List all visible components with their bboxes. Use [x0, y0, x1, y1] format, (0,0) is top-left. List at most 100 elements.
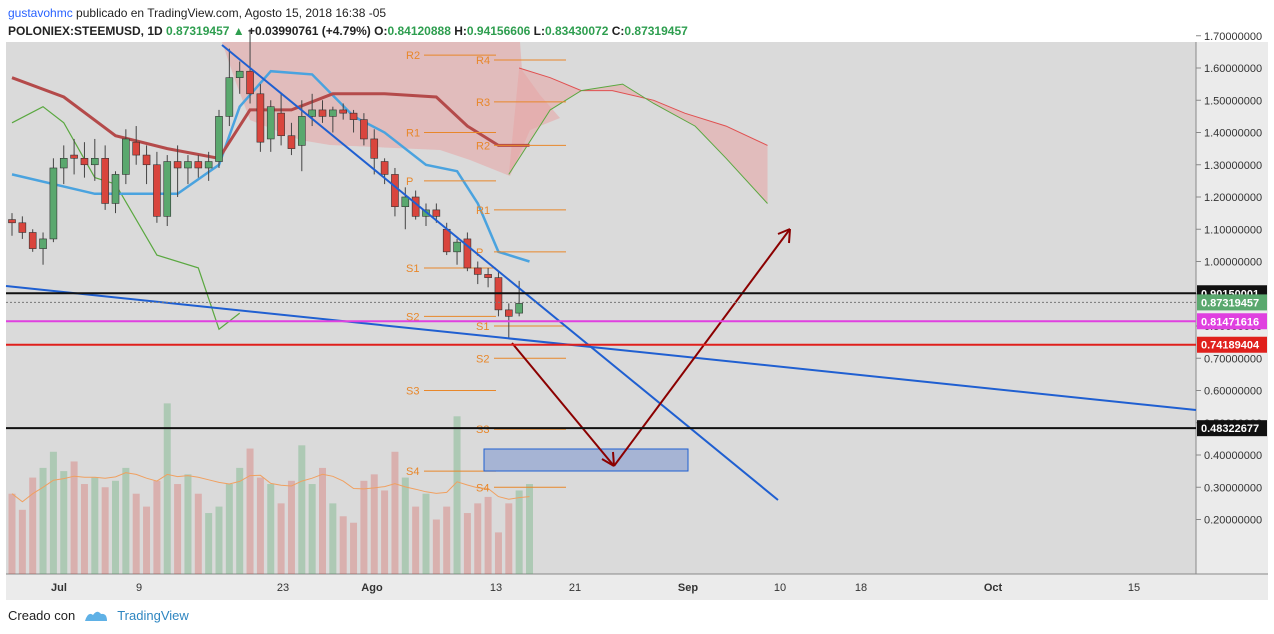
volume-bar	[360, 480, 368, 574]
candle-body[interactable]	[153, 164, 161, 217]
volume-bar	[412, 506, 420, 574]
descending-trendline[interactable]	[221, 44, 779, 501]
candle-body[interactable]	[349, 112, 358, 120]
volume-bar	[432, 519, 440, 574]
candle-body[interactable]	[318, 109, 327, 117]
close-value: 0.87319457	[624, 24, 688, 38]
candle-body[interactable]	[184, 161, 192, 169]
candle-body[interactable]	[18, 222, 27, 233]
candle-body[interactable]	[28, 232, 37, 249]
volume-bar	[39, 467, 47, 574]
y-tick-label: 1.70000000	[1204, 31, 1262, 43]
volume-bar	[246, 448, 254, 574]
candle-body[interactable]	[484, 274, 492, 278]
candle-body[interactable]	[432, 209, 441, 217]
price-label-box	[1197, 313, 1267, 330]
candle-body[interactable]	[339, 109, 348, 114]
volume-bar	[256, 477, 264, 574]
candle-body[interactable]	[380, 161, 389, 175]
author-name[interactable]: gustavohmc	[8, 6, 73, 20]
volume-bar	[422, 493, 430, 574]
pivot-level-label: R2	[406, 50, 420, 62]
candle-body[interactable]	[49, 167, 58, 240]
x-tick-label: 15	[1128, 582, 1140, 594]
up-arrow-icon: ▲	[232, 24, 245, 38]
x-tick-label: 21	[569, 582, 581, 594]
time-axis-area	[6, 574, 1268, 600]
candle-body[interactable]	[246, 70, 254, 95]
candle-body[interactable]	[8, 219, 16, 224]
candle-body[interactable]	[463, 238, 472, 269]
candle-body[interactable]	[80, 158, 89, 166]
candle-body[interactable]	[215, 116, 223, 162]
ichimoku-cloud-early	[222, 42, 560, 176]
volume-bar	[60, 471, 68, 574]
volume-bar	[526, 484, 533, 574]
y-tick-label: 1.20000000	[1204, 192, 1262, 204]
pivot-level-label: R3	[476, 97, 490, 109]
candle-body[interactable]	[297, 116, 306, 146]
candle-body[interactable]	[101, 158, 109, 204]
candle-body[interactable]	[194, 161, 203, 169]
volume-bar	[101, 487, 109, 574]
candle-body[interactable]	[70, 154, 78, 159]
volume-bar	[184, 474, 192, 574]
candle-body[interactable]	[453, 241, 461, 253]
candle-body[interactable]	[473, 267, 482, 275]
candle-body[interactable]	[308, 109, 316, 117]
high-value: 0.94156606	[466, 24, 531, 38]
volume-bar	[401, 477, 409, 574]
tradingview-brand[interactable]: TradingView	[117, 608, 189, 623]
y-tick-label: 0.20000000	[1204, 515, 1262, 527]
footer: Creado con TradingView	[8, 608, 189, 623]
volume-bar	[194, 493, 202, 574]
candle-body[interactable]	[391, 174, 399, 207]
low-value: 0.83430072	[544, 24, 609, 38]
candle-body[interactable]	[515, 303, 523, 314]
candle-body[interactable]	[370, 138, 379, 159]
tradingview-logo-icon	[85, 611, 108, 621]
candle-body[interactable]	[163, 161, 172, 217]
candle-body[interactable]	[360, 119, 368, 140]
price-label-text: 0.81471616	[1201, 316, 1259, 328]
cloud-upper-line	[518, 67, 768, 146]
candle-body[interactable]	[235, 70, 244, 78]
candle-body[interactable]	[277, 112, 285, 137]
chart-header: gustavohmc publicado en TradingView.com,…	[8, 4, 688, 40]
projection-arrow-down[interactable]	[511, 342, 615, 467]
volume-bar	[8, 493, 16, 574]
volume-bar	[225, 484, 233, 574]
candle-body[interactable]	[204, 161, 213, 169]
y-tick-label: 1.40000000	[1204, 128, 1262, 140]
pivot-level-label: R1	[406, 128, 420, 140]
price-chart[interactable]: 1.70000000 1.60000000 1.50000000 1.40000000…	[0, 0, 1274, 600]
volume-bar	[122, 467, 130, 574]
projection-arrow-up[interactable]	[613, 228, 791, 467]
candle-body[interactable]	[59, 158, 68, 169]
candle-body[interactable]	[39, 238, 47, 249]
candle-body[interactable]	[132, 141, 140, 156]
close-label: C:	[611, 24, 625, 38]
pivot-level-label: S2	[476, 353, 489, 365]
candle-body[interactable]	[122, 138, 130, 175]
y-tick-label: 0.40000000	[1204, 450, 1262, 462]
candle-body[interactable]	[225, 77, 234, 117]
candle-body[interactable]	[287, 135, 296, 149]
candle-body[interactable]	[111, 174, 120, 204]
candle-body[interactable]	[504, 309, 513, 317]
target-zone-box[interactable]	[483, 448, 689, 472]
pivot-level-label: R2	[476, 140, 490, 152]
volume-bar	[29, 477, 37, 574]
volume-bar	[277, 503, 285, 574]
candle-body[interactable]	[173, 161, 182, 169]
candle-body[interactable]	[256, 93, 265, 143]
published-text: publicado en TradingView.com, Agosto 15,…	[76, 6, 387, 20]
candle-body[interactable]	[266, 106, 275, 140]
candle-body[interactable]	[401, 196, 410, 207]
candle-body[interactable]	[442, 228, 451, 253]
candle-body[interactable]	[329, 109, 337, 117]
candle-body[interactable]	[142, 154, 151, 166]
candle-body[interactable]	[91, 158, 99, 166]
support-trendline[interactable]	[5, 285, 1197, 411]
volume-bar	[319, 467, 326, 574]
